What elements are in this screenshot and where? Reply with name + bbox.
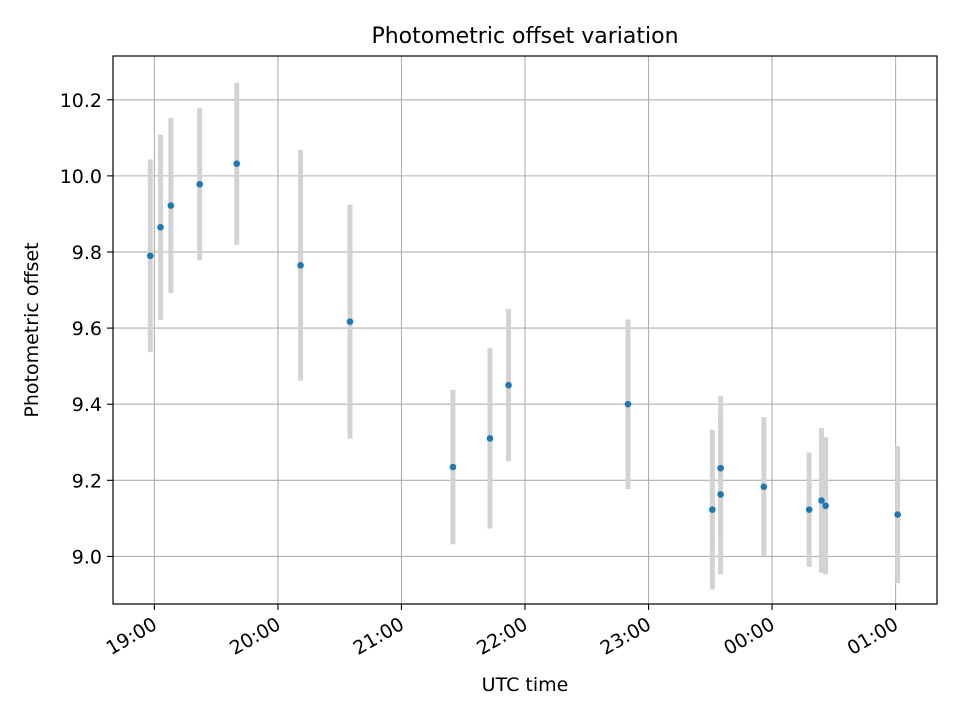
data-point xyxy=(624,400,632,408)
data-point xyxy=(167,202,175,209)
x-tick-label: 19:00 xyxy=(102,613,160,659)
y-tick-label: 10.0 xyxy=(60,166,102,188)
x-tick-label: 23:00 xyxy=(597,613,655,659)
data-point xyxy=(805,506,813,513)
x-tick-label: 21:00 xyxy=(350,613,408,659)
data-point xyxy=(709,506,716,513)
y-axis: 9.0 9.2 9.4 9.6 9.8 10.0 10.2 xyxy=(60,90,113,568)
data-point xyxy=(486,435,494,442)
data-point xyxy=(822,502,829,510)
x-tick-label: 00:00 xyxy=(720,613,778,659)
data-point xyxy=(346,318,354,325)
error-bars xyxy=(147,82,901,590)
y-tick-label: 9.4 xyxy=(72,394,102,416)
x-axis: 19:00 20:00 21:00 22:00 23:00 00:00 01:00 xyxy=(102,604,902,660)
data-point xyxy=(146,252,154,260)
data-point xyxy=(717,464,724,472)
data-point xyxy=(196,180,203,188)
grid xyxy=(113,56,937,604)
x-axis-label: UTC time xyxy=(482,674,569,696)
y-tick-label: 9.2 xyxy=(72,470,102,492)
y-tick-label: 10.2 xyxy=(60,90,102,112)
data-point xyxy=(505,381,512,389)
data-point xyxy=(297,262,304,269)
data-point xyxy=(717,491,724,498)
y-tick-label: 9.8 xyxy=(72,242,102,264)
data-point xyxy=(157,223,164,231)
chart-title: Photometric offset variation xyxy=(371,24,678,49)
y-tick-label: 9.6 xyxy=(72,318,102,340)
data-point xyxy=(760,483,768,491)
data-point xyxy=(894,511,901,518)
data-points xyxy=(146,160,901,518)
x-tick-label: 01:00 xyxy=(844,613,902,659)
data-point xyxy=(449,463,457,471)
y-axis-label: Photometric offset xyxy=(21,242,43,417)
data-point xyxy=(233,160,241,167)
x-tick-label: 20:00 xyxy=(226,613,284,659)
data-point xyxy=(818,497,825,504)
y-tick-label: 9.0 xyxy=(72,546,102,568)
x-tick-label: 22:00 xyxy=(473,613,531,659)
